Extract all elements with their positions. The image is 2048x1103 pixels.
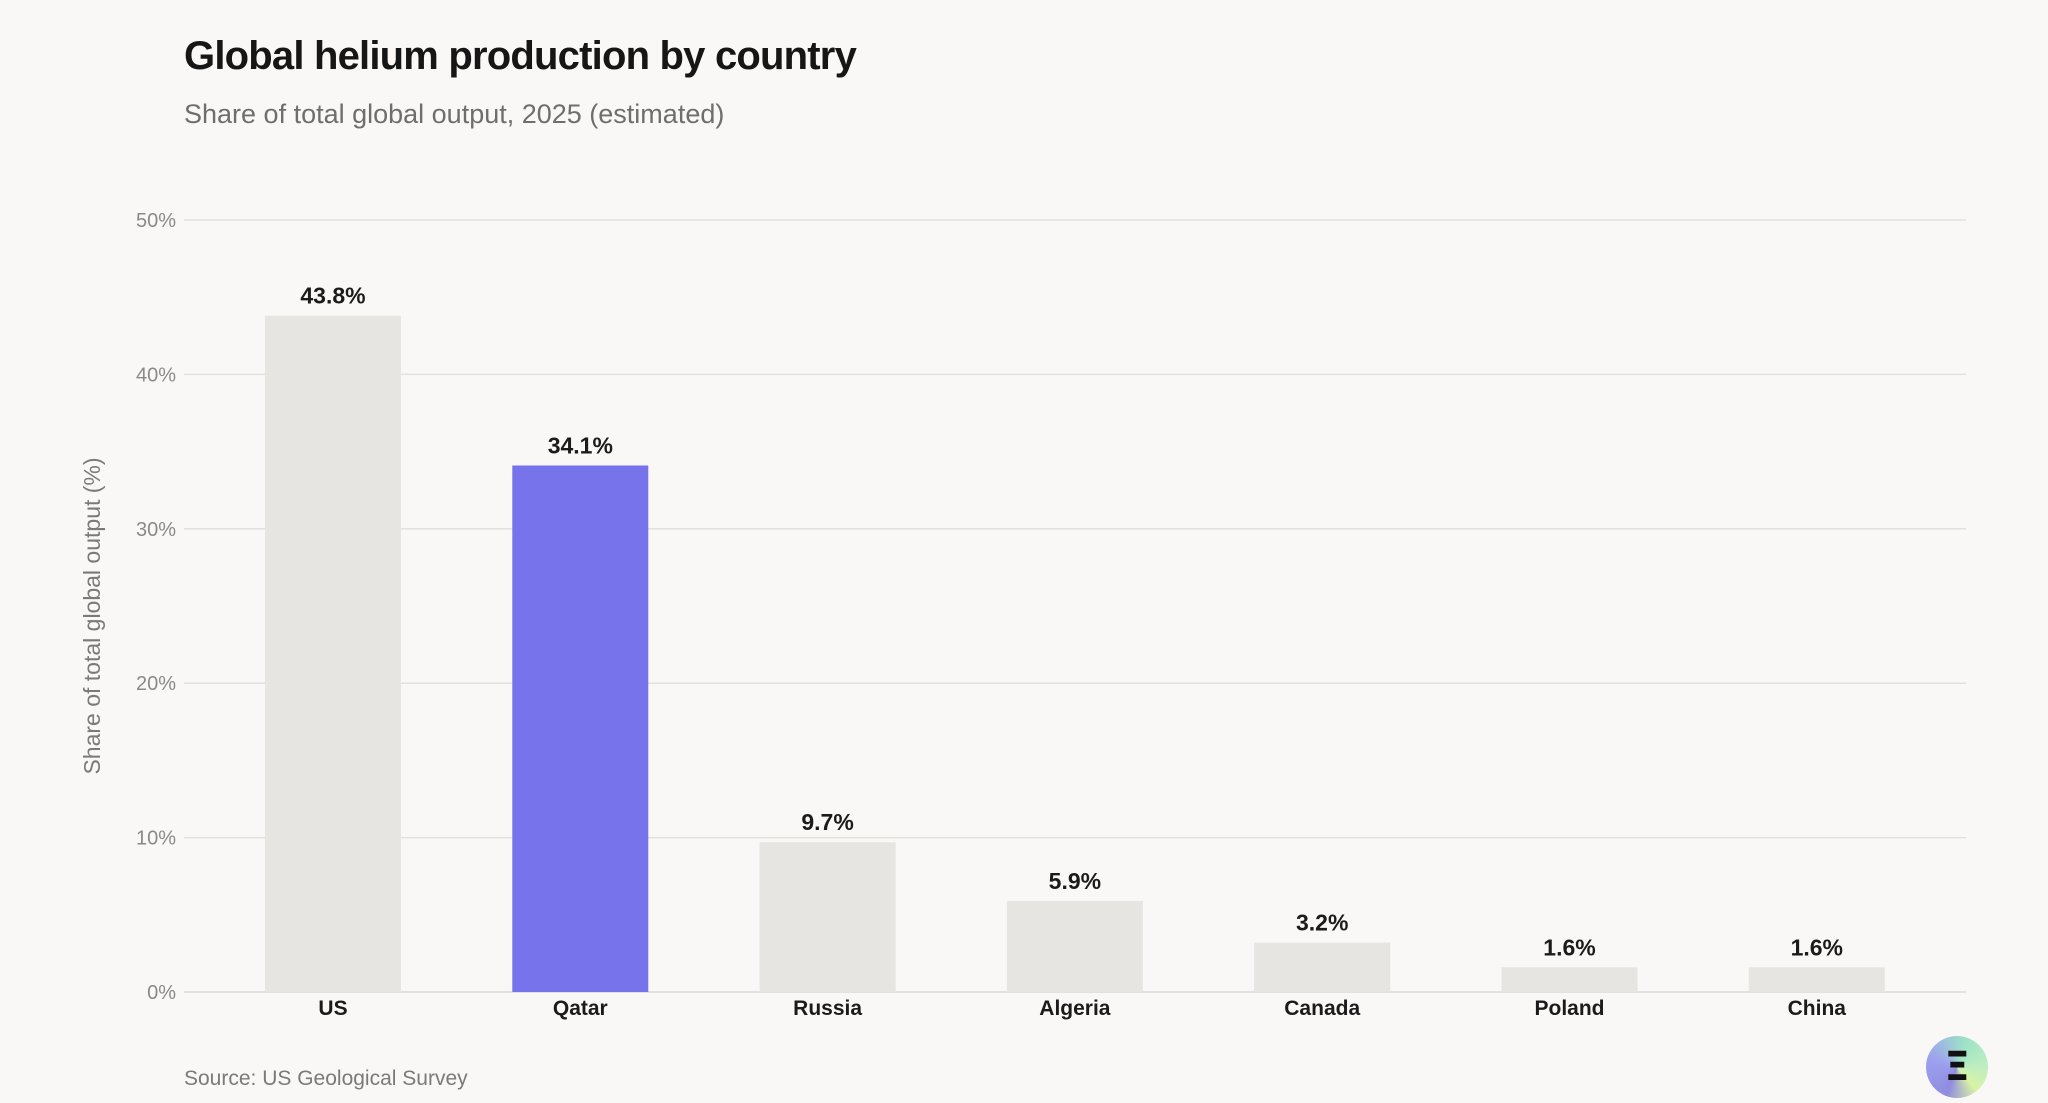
data-label: 9.7%	[801, 809, 853, 835]
logo-glyph: Ξ	[1944, 1044, 1970, 1090]
bar-us	[265, 315, 401, 992]
y-tick-label: 20%	[136, 673, 176, 695]
bar-russia	[759, 842, 896, 992]
bar-qatar	[512, 465, 649, 993]
x-tick-label: Russia	[793, 997, 862, 1020]
brand-logo-icon: Ξ	[1926, 1036, 1988, 1098]
y-tick-label: 50%	[136, 210, 176, 232]
y-tick-label: 0%	[147, 982, 176, 1004]
x-tick-label: Qatar	[553, 997, 608, 1020]
x-tick-label: Canada	[1284, 997, 1360, 1020]
chart-subtitle: Share of total global output, 2025 (esti…	[184, 99, 725, 129]
x-tick-label: US	[318, 997, 347, 1020]
bar-china	[1748, 967, 1885, 992]
y-tick-label: 30%	[136, 519, 176, 541]
data-label: 43.8%	[300, 283, 365, 309]
y-axis-label: Share of total global output (%)	[79, 457, 105, 774]
x-tick-label: Algeria	[1039, 997, 1111, 1020]
bar-canada	[1254, 942, 1391, 992]
data-label: 1.6%	[1791, 934, 1843, 960]
chart-title: Global helium production by country	[184, 34, 857, 78]
data-label: 5.9%	[1049, 868, 1101, 894]
data-label: 34.1%	[548, 432, 613, 458]
data-label: 3.2%	[1296, 910, 1348, 936]
y-tick-label: 40%	[136, 364, 176, 386]
data-label: 1.6%	[1543, 934, 1595, 960]
source-note: Source: US Geological Survey	[184, 1067, 468, 1090]
x-tick-label: Poland	[1534, 997, 1604, 1020]
bar-algeria	[1006, 900, 1143, 992]
y-tick-label: 10%	[136, 828, 176, 850]
bar-poland	[1501, 967, 1638, 992]
x-tick-label: China	[1788, 997, 1847, 1020]
